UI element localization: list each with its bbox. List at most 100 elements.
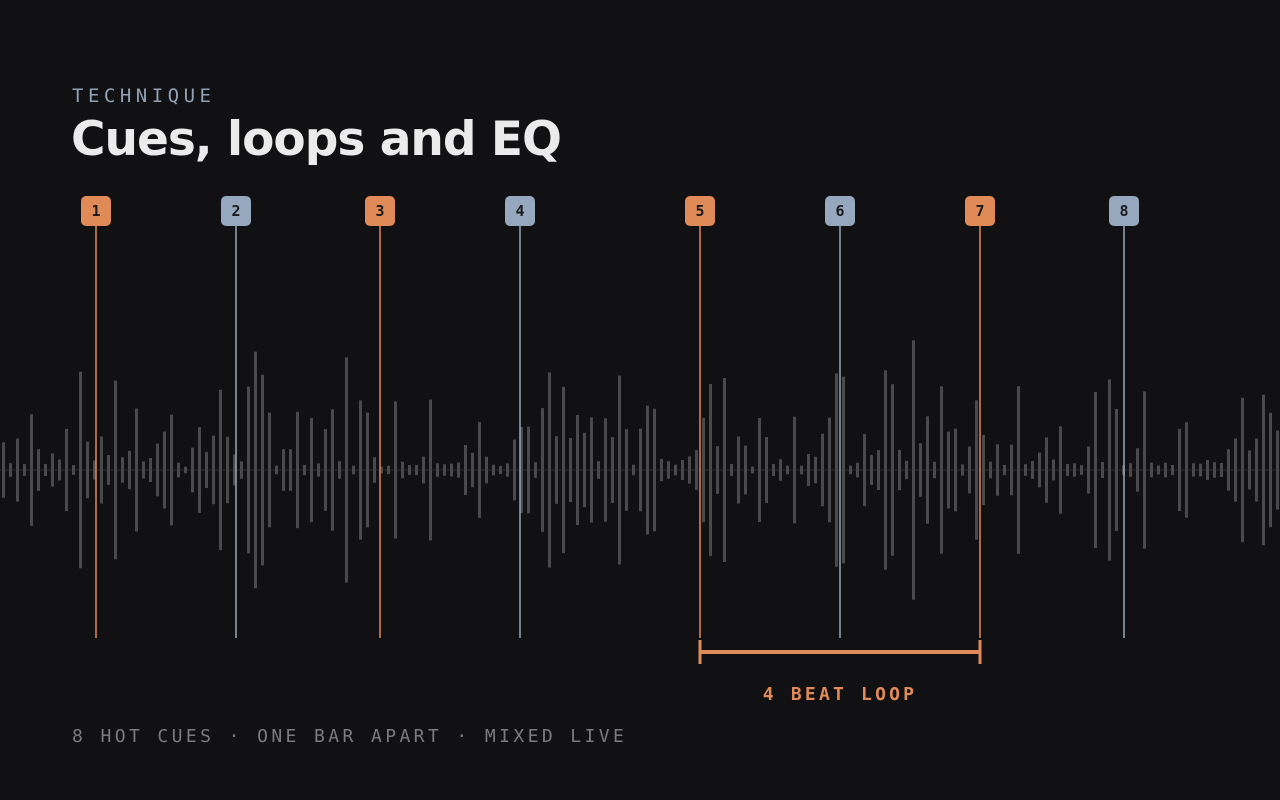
waveform-bar [646,405,649,535]
waveform-bar [1066,464,1069,476]
waveform-bar [1206,459,1209,481]
hot-cue-1[interactable]: 1 [81,196,111,638]
hot-cue-5[interactable]: 5 [685,196,715,638]
waveform-bar [674,464,677,476]
waveform-bar [541,408,544,532]
waveform-bar [198,427,201,513]
waveform-bar [1185,422,1188,518]
waveform-bar [569,437,572,503]
waveform-bar [576,414,579,526]
waveform-bar [268,412,271,528]
waveform-bar [744,445,747,495]
cue-number: 7 [975,202,984,220]
waveform-bar [1031,461,1034,479]
hot-cue-3[interactable]: 3 [365,196,395,638]
waveform-bar [275,465,278,475]
waveform-bar [1038,452,1041,488]
waveform-bar [520,427,523,513]
cue-badge[interactable] [685,196,715,226]
waveform-bar [324,429,327,511]
waveform-bar [65,428,68,512]
waveform-bar [226,436,229,504]
loop-label: 4 BEAT LOOP [763,684,917,705]
waveform-bar [1234,438,1237,502]
waveform-bar [429,399,432,541]
waveform-bar [93,460,96,480]
waveform-bar [933,461,936,479]
hot-cue-4[interactable]: 4 [505,196,535,638]
waveform-bar [989,461,992,479]
waveform-bar [443,464,446,476]
cue-badge[interactable] [965,196,995,226]
waveform-bar [1024,464,1027,476]
waveform-bar [940,386,943,554]
waveform-bar [1276,430,1279,510]
waveform-bar [1080,465,1083,475]
hot-cue-6[interactable]: 6 [825,196,855,638]
waveform-bar [982,434,985,506]
waveform-bar [1192,463,1195,477]
waveform-bar [772,463,775,477]
cue-badge[interactable] [505,196,535,226]
waveform-bar [513,439,516,501]
waveform-bar [891,384,894,556]
waveform-bar [835,373,838,567]
waveform-bar [667,461,670,479]
waveform-bar [128,450,131,490]
waveform-bar [716,446,719,494]
waveform-bar [604,418,607,522]
waveform-bar [135,408,138,532]
cue-badge[interactable] [825,196,855,226]
waveform-bar [1087,446,1090,494]
waveform-bar [758,417,761,523]
waveform-bar [1255,438,1258,502]
waveform-bar [947,431,950,509]
cue-badge[interactable] [221,196,251,226]
waveform-bar [870,454,873,486]
waveform-bar [898,449,901,491]
hot-cue-8[interactable]: 8 [1109,196,1139,638]
waveform-bar [1241,397,1244,543]
waveform-bar [16,438,19,502]
cue-badge[interactable] [1109,196,1139,226]
waveform-bar [1143,391,1146,549]
waveform-bar [296,411,299,529]
waveform-bar [219,389,222,551]
cue-number: 6 [835,202,844,220]
hot-cue-7[interactable]: 7 [965,196,995,638]
waveform-bar [653,408,656,532]
cue-badge[interactable] [81,196,111,226]
waveform-bar [1108,379,1111,561]
waveform-bar [1017,386,1020,554]
cue-number: 1 [91,202,100,220]
cue-number: 3 [375,202,384,220]
loop-bracket: 4 BEAT LOOP [698,640,982,705]
cue-number: 8 [1119,202,1128,220]
footer-caption: 8 HOT CUES · ONE BAR APART · MIXED LIVE [72,726,628,747]
waveform-bar [590,417,593,523]
waveform-bar [233,454,236,486]
hot-cue-2[interactable]: 2 [221,196,251,638]
waveform-bar [562,386,565,554]
cue-number: 2 [231,202,240,220]
waveform-bar [695,450,698,490]
waveform-bar [730,464,733,476]
waveform-bar [464,444,467,496]
waveform-bar [856,462,859,478]
waveform-bar [849,465,852,475]
waveform-bar [261,374,264,566]
waveform-bar [548,372,551,568]
waveform-bar [877,450,880,490]
waveform-bar [142,461,145,479]
waveform-bar [149,458,152,482]
waveform-bar [317,463,320,477]
waveform-bar [786,465,789,475]
waveform-bar [996,444,999,496]
waveform-bar [121,457,124,483]
waveform-bar [625,429,628,511]
waveform-bar [1164,462,1167,478]
waveform-bar [954,428,957,512]
cue-badge[interactable] [365,196,395,226]
waveform-bar [639,428,642,512]
